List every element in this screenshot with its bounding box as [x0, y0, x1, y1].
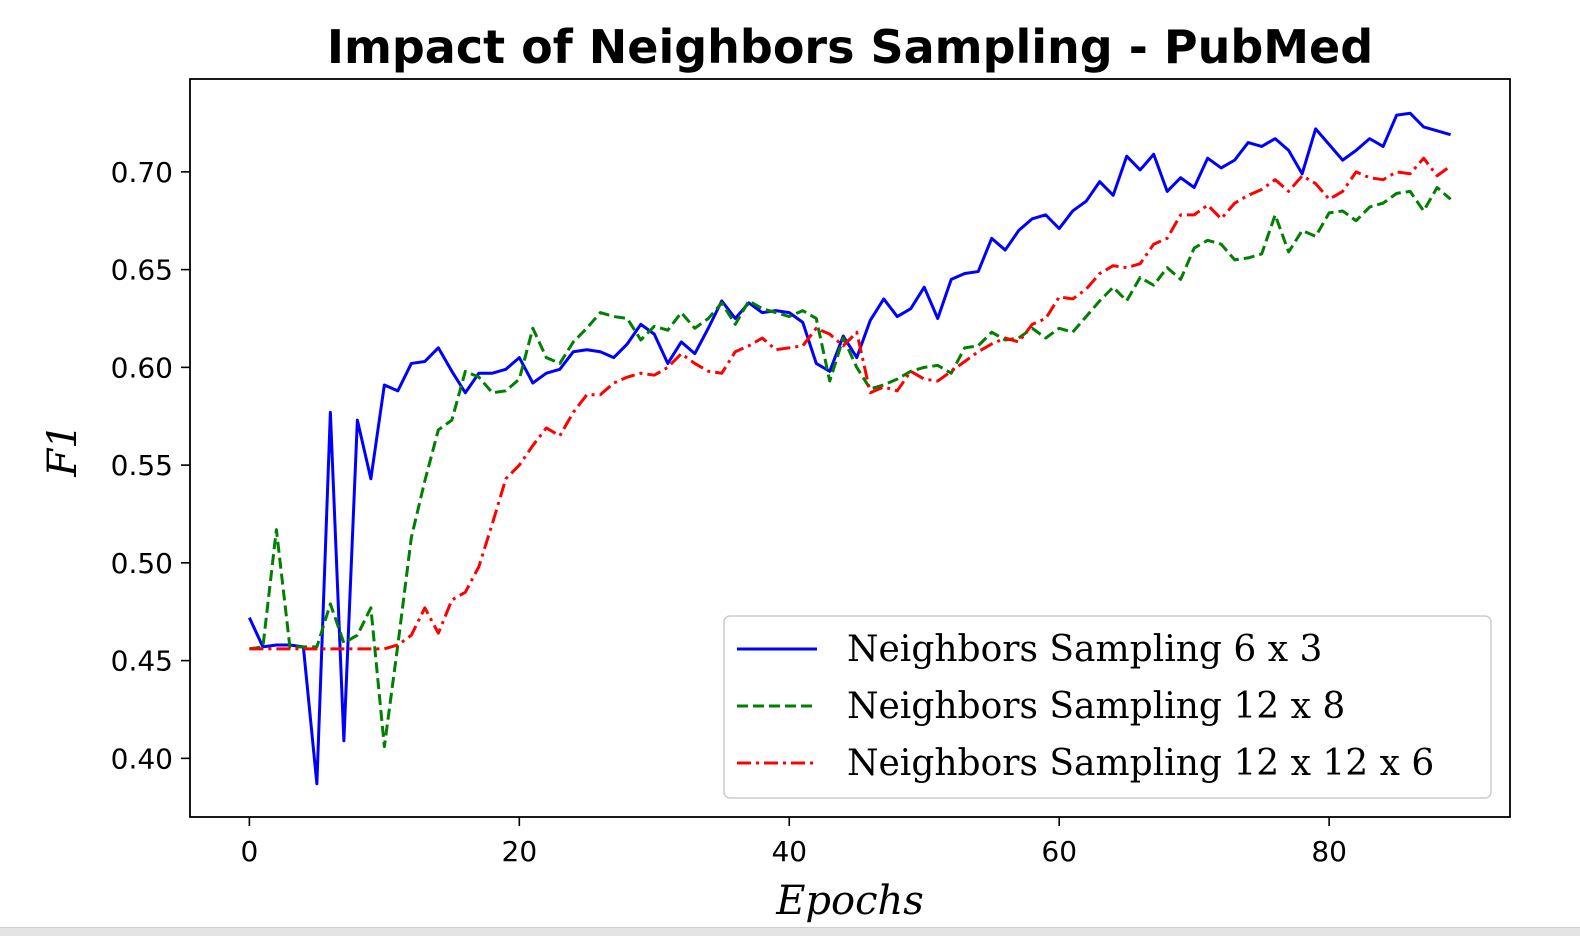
y-tick-label: 0.60: [111, 351, 173, 384]
series-line-3: [249, 156, 1452, 651]
y-axis-label: F1: [40, 423, 86, 477]
axes-frame: [189, 78, 1511, 818]
y-axis: 0.40 0.45 0.50 0.55 0.60 0.65 0.70: [111, 156, 190, 775]
x-tick-label: 60: [1041, 835, 1077, 868]
legend-label-1: Neighbors Sampling 6 x 3: [847, 629, 1322, 670]
y-tick-label: 0.50: [111, 547, 173, 580]
chart-title: Impact of Neighbors Sampling - PubMed: [327, 20, 1373, 74]
x-axis: 0 20 40 60 80: [240, 817, 1347, 868]
legend: Neighbors Sampling 6 x 3 Neighbors Sampli…: [723, 615, 1492, 799]
y-tick-label: 0.65: [111, 254, 173, 287]
legend-label-2: Neighbors Sampling 12 x 8: [847, 686, 1345, 727]
x-tick-label: 40: [771, 835, 807, 868]
x-axis-label: Epochs: [775, 878, 924, 924]
legend-box: [723, 615, 1492, 799]
series-layer: [248, 111, 1452, 786]
y-tick-label: 0.45: [111, 645, 173, 678]
x-tick-label: 0: [240, 835, 258, 868]
window-bottom-strip: [0, 927, 1580, 936]
plot-area: [189, 78, 1511, 818]
series-line-1: [248, 111, 1452, 786]
x-tick-label: 20: [502, 835, 538, 868]
x-tick-label: 80: [1311, 835, 1347, 868]
y-tick-label: 0.55: [111, 449, 173, 482]
legend-label-3: Neighbors Sampling 12 x 12 x 6: [847, 743, 1434, 784]
y-tick-label: 0.40: [111, 742, 173, 775]
y-tick-label: 0.70: [111, 156, 173, 189]
series-line-2: [249, 186, 1452, 749]
